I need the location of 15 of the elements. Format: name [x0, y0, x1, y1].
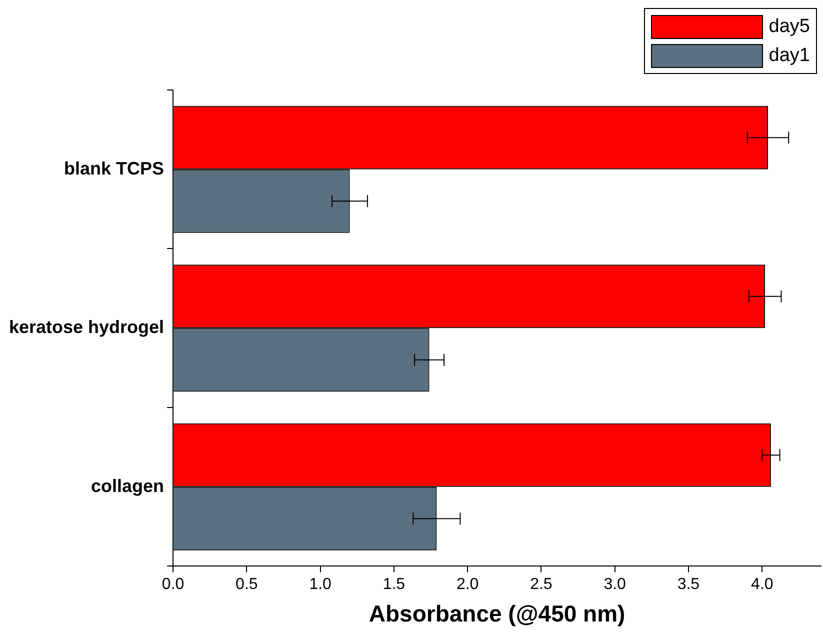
x-tick-label: 1.5 — [382, 576, 406, 594]
text: day1 — [768, 44, 810, 66]
text: day5 — [768, 16, 810, 38]
x-tick-label: 3.0 — [604, 576, 626, 594]
x-tick-label: 3.5 — [677, 576, 700, 594]
x-tick-label: 0.0 — [162, 576, 184, 594]
x-axis-title: Absorbance (@450 nm) — [368, 600, 626, 627]
x-tick-label: 0.5 — [236, 576, 258, 594]
x-tick-label: 2.5 — [530, 576, 552, 594]
y-tick-label: collagen — [91, 476, 164, 496]
y-tick-label: keratose hydrogel — [8, 317, 164, 338]
x-tick-label: 2.0 — [456, 576, 479, 594]
x-tick-label: 4.0 — [750, 576, 774, 594]
y-tick-label: blank TCPS — [64, 158, 164, 178]
x-tick-label: 1.0 — [309, 576, 332, 594]
